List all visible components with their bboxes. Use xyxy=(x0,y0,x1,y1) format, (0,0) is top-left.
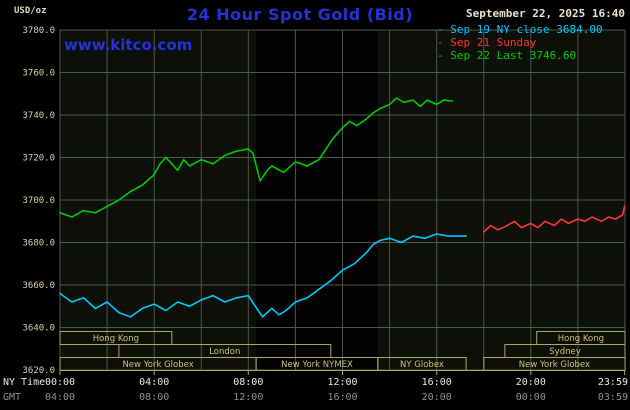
legend-item: - Sep 21 Sunday xyxy=(437,36,537,49)
x-tick-label: 12:00 xyxy=(327,377,357,388)
legend-item: - Sep 19 NY close 3684.00 xyxy=(437,23,603,36)
page-title: 24 Hour Spot Gold (Bid) xyxy=(186,5,414,24)
x-tick-label: 16:00 xyxy=(422,377,452,388)
y-tick-label: 3740.0 xyxy=(22,111,55,121)
session-label: NY Globex xyxy=(400,360,444,370)
x-tick-label: 00:00 xyxy=(516,392,546,403)
x-tick-label: 04:00 xyxy=(139,377,169,388)
x-axis-row-label: GMT xyxy=(3,392,21,403)
x-tick-label: 16:00 xyxy=(327,392,357,403)
session-label: Sydney xyxy=(549,347,580,357)
y-tick-label: 3760.0 xyxy=(22,69,55,79)
x-tick-label: 04:00 xyxy=(45,392,75,403)
x-tick-label: 20:00 xyxy=(516,377,546,388)
y-tick-label: 3680.0 xyxy=(22,239,55,249)
session-label: New York NYMEX xyxy=(281,360,353,370)
y-tick-label: 3620.0 xyxy=(22,366,55,376)
legend-item: - Sep 22 Last 3746.60 xyxy=(437,49,577,62)
x-tick-label: 23:59 xyxy=(598,377,628,388)
session-box xyxy=(59,331,173,345)
chart-datetime: September 22, 2025 16:40 xyxy=(466,7,625,20)
session-label: Hong Kong xyxy=(558,334,604,344)
series-line-sep19 xyxy=(59,233,467,318)
y-tick-label: 3720.0 xyxy=(22,154,55,164)
y-tick-label: 3780.0 xyxy=(22,26,55,36)
session-label: Hong Kong xyxy=(93,334,139,344)
series-line-sep21 xyxy=(482,205,626,233)
x-tick-label: 00:00 xyxy=(45,377,75,388)
session-label: London xyxy=(209,347,240,357)
series-line-sep22 xyxy=(59,97,454,218)
kitco-watermark-link[interactable]: www.kitco.com xyxy=(64,36,193,54)
x-tick-label: 12:00 xyxy=(233,392,263,403)
y-tick-label: 3660.0 xyxy=(22,281,55,291)
y-axis-units-label: USD/oz xyxy=(14,6,47,16)
session-label: New York Globex xyxy=(122,360,193,370)
x-axis-row-label: NY Time xyxy=(3,377,45,388)
x-tick-label: 08:00 xyxy=(139,392,169,403)
x-tick-label: 08:00 xyxy=(233,377,263,388)
x-tick-label: 20:00 xyxy=(422,392,452,403)
x-tick-label: 03:59 xyxy=(598,392,628,403)
session-label: New York Globex xyxy=(519,360,590,370)
y-tick-label: 3640.0 xyxy=(22,324,55,334)
legend: - Sep 19 NY close 3684.00- Sep 21 Sunday… xyxy=(437,23,603,62)
y-tick-label: 3700.0 xyxy=(22,196,55,206)
